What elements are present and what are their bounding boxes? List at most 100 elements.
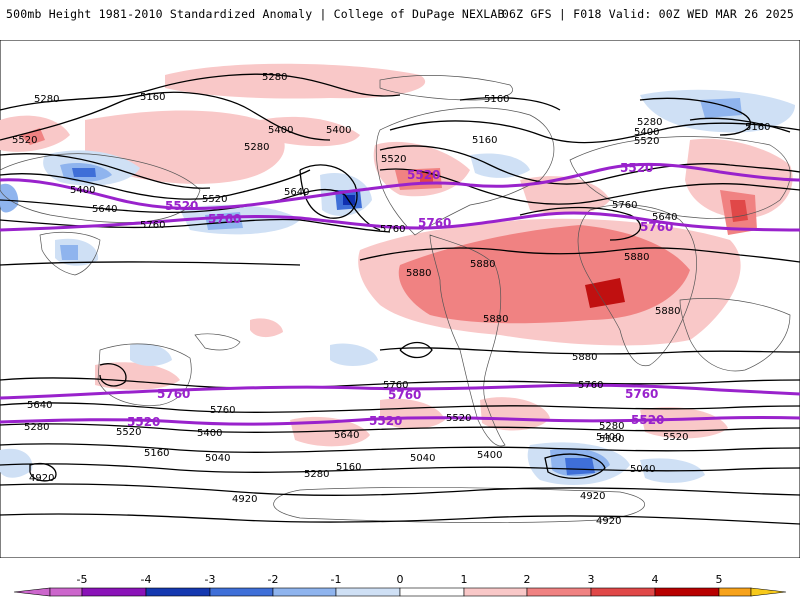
contour-label: 5520	[634, 136, 659, 147]
colorbar-swatch	[272, 587, 337, 597]
contour-label: 5160	[484, 94, 509, 105]
colorbar-swatch	[399, 587, 465, 597]
contour-label: 5400	[197, 428, 222, 439]
colorbar-swatch	[463, 587, 528, 597]
contour-label: 5880	[572, 352, 597, 363]
contour-label: 5760	[578, 380, 603, 391]
contour-label: 5520	[12, 135, 37, 146]
contour-label: 5160	[140, 92, 165, 103]
contour-label: 5520	[202, 194, 227, 205]
contour-label: 5400	[596, 432, 621, 443]
colorbar-tick: 5	[716, 573, 723, 586]
contour-label: 5880	[655, 306, 680, 317]
contour-label: 5880	[483, 314, 508, 325]
contour-label: 4920	[580, 491, 605, 502]
contour-label: 5640	[334, 430, 359, 441]
coastlines	[0, 75, 791, 523]
contour-label: 5640	[27, 400, 52, 411]
reference-contour-label: 5520	[127, 415, 160, 429]
reference-contour-label: 5760	[157, 387, 190, 401]
colorbar-swatch	[145, 587, 211, 597]
colorbar-swatch	[335, 587, 401, 597]
reference-contour-label: 5520	[407, 168, 440, 182]
contour-labels: 5280 5280 5160 5520 5400 5400 5280 5400 …	[12, 72, 770, 527]
contour-label: 5760	[383, 380, 408, 391]
contour-label: 5160	[745, 122, 770, 133]
colorbar-swatch	[526, 587, 592, 597]
colorbar-swatch	[654, 587, 720, 597]
colorbar-swatch	[718, 587, 752, 597]
contour-label: 5640	[284, 187, 309, 198]
contour-label: 5280	[599, 421, 624, 432]
contour-label: 5400	[477, 450, 502, 461]
contour-label: 4920	[232, 494, 257, 505]
reference-contour-label: 5760	[388, 388, 421, 402]
contour-label: 5880	[470, 259, 495, 270]
colorbar-ticks: -5 -4 -3 -2 -1 0 1 2 3 4 5	[77, 573, 723, 586]
contour-label: 4920	[596, 516, 621, 527]
contour-label: 5040	[630, 464, 655, 475]
reference-contour-label: 5760	[418, 216, 451, 230]
contour-label: 5160	[599, 434, 624, 445]
colorbar-swatch	[49, 587, 83, 597]
reference-contour-label: 5520	[631, 413, 664, 427]
contour-label: 5520	[446, 413, 471, 424]
contour-label: 5280	[637, 117, 662, 128]
contour-label: 5760	[380, 224, 405, 235]
reference-contour-label: 5760	[640, 220, 673, 234]
map-title: 500mb Height 1981-2010 Standardized Anom…	[6, 7, 505, 21]
contour-label: 5400	[634, 127, 659, 138]
reference-contour-label: 5760	[208, 212, 241, 226]
colorbar: -5 -4 -3 -2 -1 0 1 2 3 4 5	[0, 570, 800, 600]
colorbar-tick: -2	[268, 573, 279, 586]
colorbar-tick: -5	[77, 573, 88, 586]
contour-label: 5640	[92, 204, 117, 215]
contour-label: 5160	[336, 462, 361, 473]
contour-label: 5400	[70, 185, 95, 196]
reference-contour-label: 5760	[625, 387, 658, 401]
colorbar-tick: -1	[331, 573, 342, 586]
reference-contour-label: 5520	[620, 161, 653, 175]
contour-label: 5520	[116, 427, 141, 438]
reference-contour-label: 5520	[165, 199, 198, 213]
contour-label: 5520	[381, 154, 406, 165]
contour-label: 5640	[652, 212, 677, 223]
contour-label: 5760	[210, 405, 235, 416]
contour-label: 5040	[410, 453, 435, 464]
colorbar-tick: 4	[652, 573, 659, 586]
colorbar-swatch	[81, 587, 147, 597]
colorbar-swatch	[750, 587, 787, 597]
contour-label: 5160	[472, 135, 497, 146]
contour-label: 5040	[205, 453, 230, 464]
reference-contour-label: 5520	[369, 414, 402, 428]
contour-label: 5280	[304, 469, 329, 480]
colorbar-swatch	[590, 587, 656, 597]
contour-label: 5280	[24, 422, 49, 433]
colorbar-swatch	[13, 587, 51, 597]
contour-label: 5760	[140, 220, 165, 231]
model-run-info: 06Z GFS | F018 Valid: 00Z WED MAR 26 202…	[501, 7, 794, 21]
contour-label: 5280	[262, 72, 287, 83]
height-contours	[0, 73, 800, 525]
colorbar-swatches	[13, 587, 787, 597]
colorbar-tick: 3	[588, 573, 595, 586]
contour-label: 5400	[268, 125, 293, 136]
colorbar-tick: -4	[141, 573, 152, 586]
contour-label: 5280	[244, 142, 269, 153]
header: 500mb Height 1981-2010 Standardized Anom…	[0, 0, 800, 28]
colorbar-tick: 0	[397, 573, 404, 586]
anomaly-map: 5280 5280 5160 5520 5400 5400 5280 5400 …	[0, 40, 800, 558]
colorbar-tick: 1	[461, 573, 468, 586]
contour-label: 5160	[144, 448, 169, 459]
contour-label: 5880	[406, 268, 431, 279]
contour-label: 5520	[663, 432, 688, 443]
contour-label: 5400	[326, 125, 351, 136]
contour-label: 5880	[624, 252, 649, 263]
colorbar-swatch	[209, 587, 274, 597]
reference-contour-labels: 5520 5760 5520 5760 5520 5760 5760 5760 …	[127, 161, 673, 429]
contour-label: 5280	[34, 94, 59, 105]
reference-contours	[0, 162, 800, 426]
colorbar-tick: 2	[524, 573, 531, 586]
colorbar-tick: -3	[205, 573, 216, 586]
contour-label: 5760	[612, 200, 637, 211]
